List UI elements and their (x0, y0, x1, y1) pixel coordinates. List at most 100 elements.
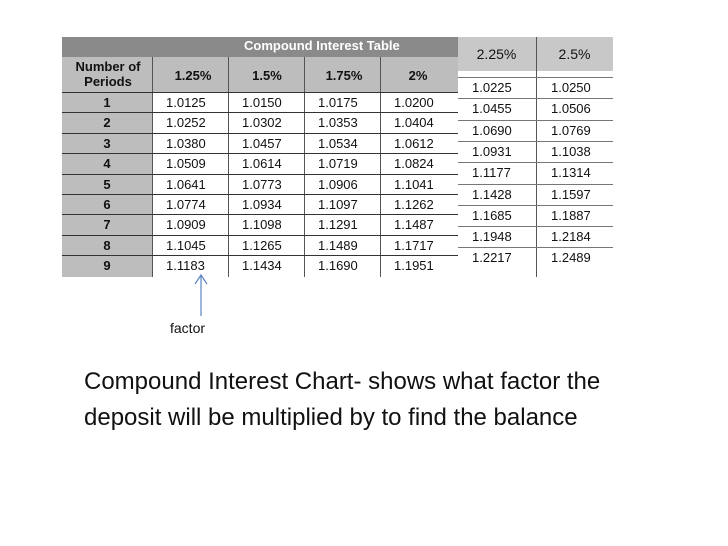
period-cell: 6 (103, 197, 111, 212)
column-divider (380, 57, 381, 277)
factor-cell: 1.1183 (166, 258, 205, 274)
factor-label: factor (170, 320, 206, 336)
factor-cell: 1.0641 (166, 176, 206, 192)
row-divider (62, 214, 458, 216)
row-divider (458, 226, 613, 228)
factor-cell: 1.0769 (551, 122, 591, 138)
factor-cell: 1.1177 (472, 165, 511, 181)
rate-header: 1.75% (325, 68, 363, 83)
factor-cell: 1.1597 (551, 186, 591, 202)
factor-cell: 1.0252 (166, 115, 206, 131)
row-divider (62, 234, 458, 236)
factor-cell: 1.0506 (551, 101, 591, 117)
factor-cell: 1.0457 (242, 135, 282, 151)
period-cell: 9 (103, 258, 111, 274)
factor-cell: 1.0250 (551, 80, 591, 95)
factor-cell: 1.1690 (318, 258, 358, 274)
row-divider (62, 132, 458, 134)
factor-cell: 1.1489 (318, 237, 358, 253)
column-divider (304, 57, 305, 277)
factor-cell: 1.1948 (472, 229, 512, 245)
factor-cell: 1.0404 (394, 115, 434, 131)
factor-cell: 1.2217 (472, 250, 512, 266)
factor-cell: 1.0690 (472, 122, 512, 138)
factor-cell: 1.1098 (242, 217, 282, 233)
factor-cell: 1.1265 (242, 237, 282, 253)
factor-cell: 1.1685 (472, 207, 512, 223)
factor-cell: 1.0455 (472, 101, 512, 117)
extension-rate-header: 2.25% (476, 46, 517, 62)
row-divider (458, 98, 613, 100)
factor-cell: 1.0824 (394, 156, 434, 172)
factor-cell: 1.1887 (551, 207, 591, 223)
extension-rate-table: 2.25% 2.5% 1.0225 1.0250 1.0455 1.0506 1.0690 1… (458, 37, 613, 277)
factor-cell: 1.0906 (318, 176, 358, 192)
row-divider (62, 255, 458, 257)
factor-cell: 1.1262 (394, 197, 434, 212)
period-cell: 2 (103, 115, 111, 131)
row-divider (458, 183, 613, 185)
row-divider (458, 140, 613, 142)
factor-cell: 1.1291 (318, 217, 358, 233)
row-divider (62, 194, 458, 195)
rate-header: 2% (408, 68, 428, 83)
factor-cell: 1.1487 (394, 217, 434, 233)
column-divider (152, 57, 153, 277)
factor-cell: 1.0719 (318, 156, 358, 172)
factor-cell: 1.2184 (551, 229, 591, 245)
factor-cell: 1.0774 (166, 197, 206, 212)
factor-cell: 1.1041 (394, 176, 434, 192)
factor-cell: 1.2489 (551, 250, 591, 266)
factor-cell: 1.1951 (394, 258, 434, 274)
factor-cell: 1.1045 (166, 237, 206, 253)
factor-cell: 1.1434 (242, 258, 282, 274)
factor-cell: 1.1717 (394, 237, 434, 253)
factor-cell: 1.0380 (166, 135, 206, 151)
row-divider (458, 247, 613, 249)
extension-rate-header: 2.5% (558, 46, 591, 62)
factor-cell: 1.0614 (242, 156, 282, 172)
factor-cell: 1.0353 (318, 115, 358, 131)
column-divider (536, 37, 537, 277)
factor-cell: 1.0773 (242, 176, 282, 192)
row-divider (62, 173, 458, 175)
table-header-row (62, 57, 458, 92)
factor-cell: 1.0225 (472, 80, 512, 95)
rate-header: 1.5% (252, 68, 282, 83)
row-divider (458, 204, 613, 206)
periods-header: Number of Periods (75, 59, 141, 89)
factor-cell: 1.0534 (318, 135, 358, 151)
row-divider (458, 119, 613, 121)
factor-cell: 1.0175 (318, 95, 358, 110)
period-cell: 3 (103, 135, 111, 151)
factor-cell: 1.0125 (166, 95, 206, 110)
extension-header-row (458, 37, 613, 71)
row-divider (62, 112, 458, 114)
factor-arrow-icon (194, 273, 208, 316)
factor-cell: 1.0509 (166, 156, 206, 172)
table-title-bar (62, 37, 458, 57)
row-divider (458, 77, 613, 78)
period-cell: 4 (103, 156, 111, 172)
table-title: Compound Interest Table (244, 38, 400, 53)
factor-cell: 1.1314 (551, 165, 591, 181)
row-divider (458, 162, 613, 164)
factor-cell: 1.0931 (472, 143, 512, 159)
factor-cell: 1.1038 (551, 143, 591, 159)
factor-cell: 1.0200 (394, 95, 434, 110)
factor-cell: 1.0909 (166, 217, 206, 233)
period-cell: 8 (103, 237, 111, 253)
row-divider (62, 153, 458, 155)
periods-column (62, 92, 152, 277)
factor-cell: 1.1097 (318, 197, 358, 212)
caption-text: Compound Interest Chart- shows what fact… (84, 368, 601, 431)
column-divider (228, 57, 229, 277)
compound-interest-table: Compound Interest Table Number of Period… (62, 37, 458, 277)
factor-cell: 1.0302 (242, 115, 282, 131)
period-cell: 5 (103, 176, 111, 192)
period-cell: 7 (103, 217, 111, 233)
factor-cell: 1.1428 (472, 186, 512, 202)
period-cell: 1 (103, 95, 111, 110)
rate-header: 1.25% (174, 68, 212, 83)
factor-cell: 1.0934 (242, 197, 282, 212)
